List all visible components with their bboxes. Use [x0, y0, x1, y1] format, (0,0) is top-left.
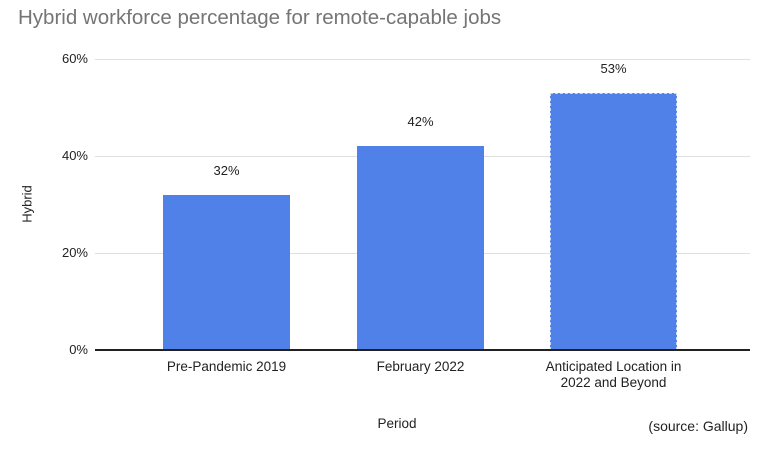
- bar-value-label-pre-pandemic-2019: 32%: [213, 162, 240, 178]
- bar-value-label-february-2022: 42%: [407, 114, 434, 130]
- x-category-label-pre-pandemic-2019: Pre-Pandemic 2019: [166, 359, 287, 374]
- y-axis-title: Hybrid: [19, 185, 35, 223]
- y-tick-label: 40%: [61, 148, 88, 163]
- bar-february-2022: [357, 146, 484, 350]
- y-tick-label: 20%: [61, 245, 88, 260]
- x-category-label-february-2022: February 2022: [376, 359, 465, 374]
- bar-value-label-anticipated-location-in-2022-and-beyond: 53%: [600, 60, 627, 76]
- bar-anticipated-location-in-2022-and-beyond: [550, 92, 677, 350]
- x-axis-title: Period: [377, 416, 417, 431]
- x-axis-line: [95, 349, 750, 351]
- bar-pre-pandemic-2019: [163, 194, 290, 350]
- y-tick-label: 0%: [69, 342, 88, 357]
- x-category-label-anticipated-location-in-2022-and-beyond: Anticipated Location in 2022 and Beyond: [545, 359, 682, 390]
- y-tick-label: 60%: [61, 51, 88, 66]
- source-note: (source: Gallup): [648, 418, 748, 434]
- chart-title: Hybrid workforce percentage for remote-c…: [18, 6, 502, 29]
- gridline: [95, 59, 750, 60]
